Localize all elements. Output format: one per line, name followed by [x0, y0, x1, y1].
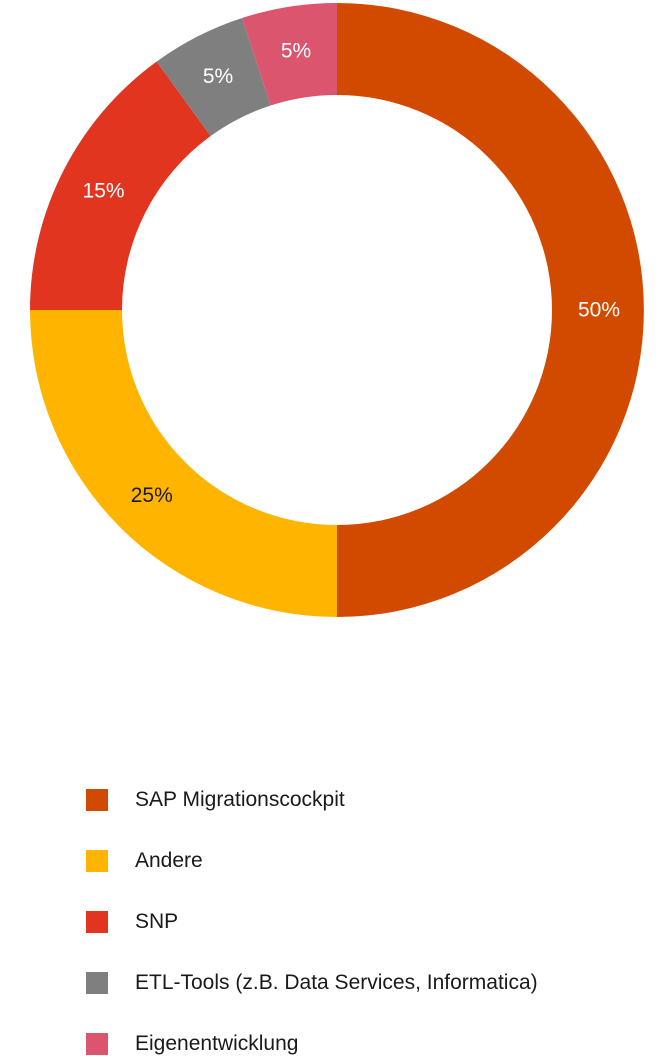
legend: SAP Migrationscockpit Andere SNP ETL-Tools …: [86, 788, 538, 1056]
legend-swatch: [86, 972, 108, 994]
legend-item: SNP: [86, 910, 538, 934]
legend-swatch: [86, 1033, 108, 1055]
legend-item: SAP Migrationscockpit: [86, 788, 538, 812]
slice-value-label: 5%: [203, 65, 233, 88]
slice-value-label: 25%: [131, 484, 173, 507]
legend-label: Eigenentwicklung: [135, 1032, 299, 1055]
slice-1: [337, 3, 644, 617]
legend-label: Andere: [135, 849, 203, 872]
legend-label: ETL-Tools (z.B. Data Services, Informati…: [135, 971, 538, 994]
legend-label: SNP: [135, 910, 179, 933]
legend-label: SAP Migrationscockpit: [135, 788, 345, 811]
legend-item: ETL-Tools (z.B. Data Services, Informati…: [86, 971, 538, 995]
slice-5: [242, 3, 337, 106]
legend-swatch: [86, 911, 108, 933]
slice-value-label: 15%: [83, 180, 125, 203]
legend-swatch: [86, 789, 108, 811]
legend-item: Eigenentwicklung: [86, 1032, 538, 1056]
slice-4: [156, 18, 271, 137]
slice-2: [30, 310, 337, 617]
slice-value-label: 50%: [578, 299, 620, 322]
slice-3: [30, 61, 211, 311]
legend-swatch: [86, 850, 108, 872]
donut-chart: 50% 25% 15% 5% 5%: [30, 3, 644, 617]
slice-value-label: 5%: [281, 40, 311, 63]
legend-item: Andere: [86, 849, 538, 873]
